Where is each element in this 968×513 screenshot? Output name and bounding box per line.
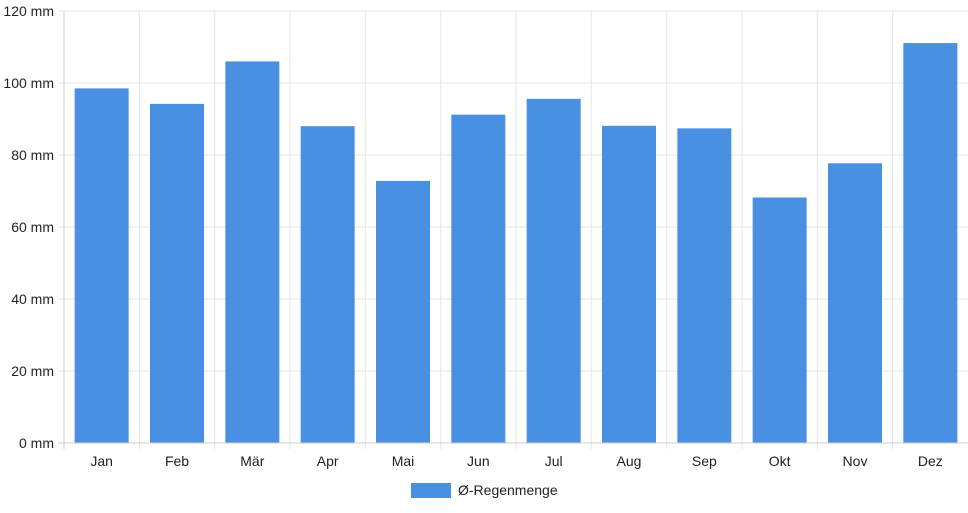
legend-label: Ø-Regenmenge xyxy=(458,482,558,498)
x-tick-label: Aug xyxy=(617,453,642,469)
legend-swatch xyxy=(411,483,451,498)
bars-layer xyxy=(74,43,958,444)
bar-dez[interactable] xyxy=(903,43,958,443)
bar-nov[interactable] xyxy=(828,163,882,443)
y-tick-label: 0 mm xyxy=(19,435,54,451)
bar-apr[interactable] xyxy=(300,126,355,443)
bar-okt[interactable] xyxy=(752,197,807,443)
x-tick-label: Jul xyxy=(545,453,563,469)
y-tick-label: 80 mm xyxy=(11,147,54,163)
bar-mär[interactable] xyxy=(225,61,280,444)
x-tick-label: Dez xyxy=(918,453,943,469)
x-tick-label: Nov xyxy=(843,453,868,469)
legend[interactable]: Ø-Regenmenge xyxy=(411,482,558,498)
x-tick-label: Okt xyxy=(769,453,791,469)
bar-aug[interactable] xyxy=(602,125,656,443)
x-tick-label: Apr xyxy=(317,453,339,469)
bar-jul[interactable] xyxy=(526,98,581,443)
x-tick-label: Feb xyxy=(165,453,189,469)
x-tick-label: Jun xyxy=(467,453,490,469)
x-axis: Jan Feb Mär Apr Mai Jun Jul Aug Sep Okt Nov Dez xyxy=(58,442,968,469)
y-axis: 0 mm 20 mm 40 mm 60 mm 80 mm 100 mm 120 mm xyxy=(3,3,65,451)
x-tick-label: Jan xyxy=(90,453,113,469)
y-tick-label: 40 mm xyxy=(11,291,54,307)
bar-mai[interactable] xyxy=(376,180,430,444)
y-tick-label: 120 mm xyxy=(3,3,54,19)
bar-jun[interactable] xyxy=(451,114,506,444)
bar-sep[interactable] xyxy=(677,128,732,444)
x-tick-label: Mai xyxy=(392,453,415,469)
bar-feb[interactable] xyxy=(150,103,204,443)
x-tick-label: Sep xyxy=(692,453,717,469)
y-tick-label: 20 mm xyxy=(11,363,54,379)
y-tick-label: 60 mm xyxy=(11,219,54,235)
x-tick-label: Mär xyxy=(240,453,264,469)
grid-layer xyxy=(58,10,968,449)
y-tick-label: 100 mm xyxy=(3,75,54,91)
bar-jan[interactable] xyxy=(74,88,129,444)
